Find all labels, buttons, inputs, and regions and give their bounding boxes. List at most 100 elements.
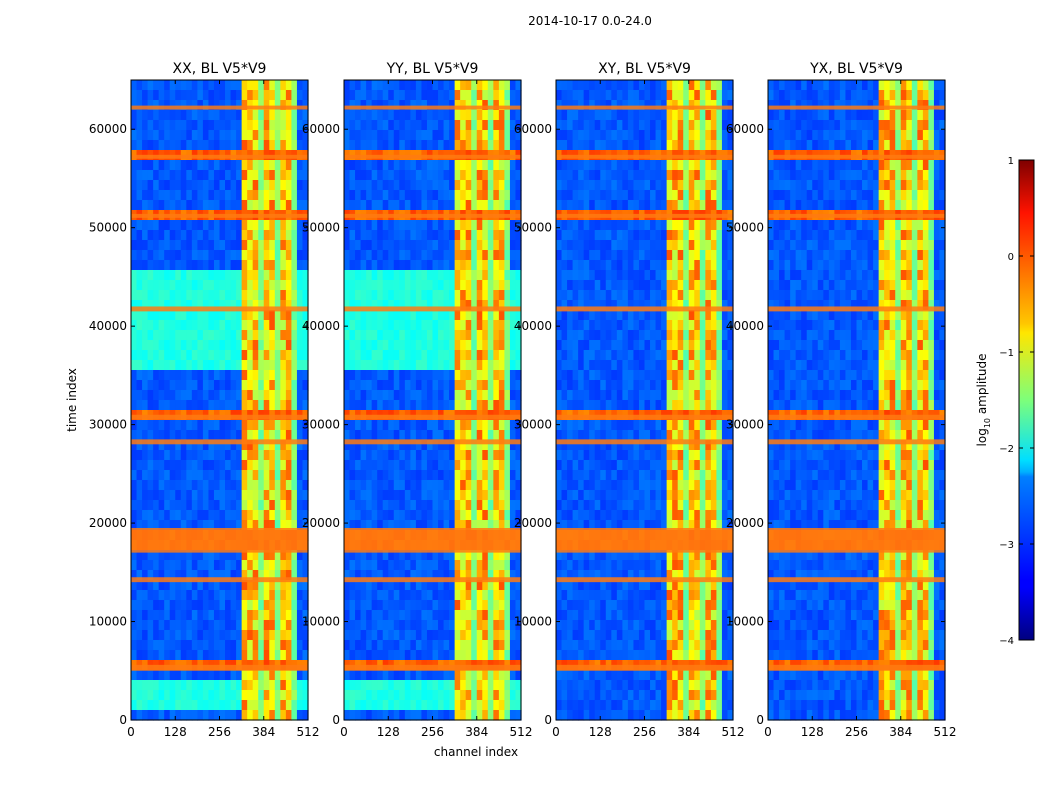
- heatmap-cell: [556, 90, 563, 101]
- heatmap-cell: [247, 490, 254, 501]
- heatmap-cell: [197, 560, 204, 571]
- heatmap-cell: [296, 90, 304, 101]
- heatmap-cell: [236, 700, 243, 711]
- heatmap-cell: [230, 80, 237, 91]
- heatmap-cell: [296, 650, 304, 661]
- heatmap-cell: [186, 180, 193, 191]
- heatmap-cell: [449, 80, 456, 91]
- rfi-band: [344, 154, 521, 159]
- heatmap-cell: [605, 230, 612, 241]
- heatmap-cell: [136, 680, 143, 691]
- heatmap-cell: [180, 180, 187, 191]
- heatmap-cell: [509, 450, 517, 461]
- heatmap-cell: [694, 320, 701, 331]
- heatmap-cell: [415, 360, 423, 371]
- heatmap-cell: [449, 380, 456, 391]
- heatmap-cell: [175, 690, 182, 701]
- heatmap-cell: [280, 240, 287, 251]
- heatmap-cell: [296, 300, 304, 311]
- heatmap-cell: [515, 380, 522, 391]
- heatmap-cell: [465, 270, 472, 281]
- heatmap-cell: [247, 480, 254, 491]
- heatmap-cell: [202, 330, 210, 341]
- heatmap-cell: [302, 250, 309, 261]
- heatmap-cell: [404, 370, 411, 381]
- heatmap-cell: [158, 450, 165, 461]
- heatmap-cell: [197, 310, 204, 321]
- heatmap-cell: [504, 450, 511, 461]
- heatmap-cell: [515, 250, 522, 261]
- heatmap-cell: [377, 470, 384, 481]
- heatmap-cell: [465, 640, 472, 651]
- heatmap-cell: [727, 230, 734, 241]
- heatmap-cell: [169, 320, 176, 331]
- heatmap-cell: [426, 430, 434, 441]
- heatmap-cell: [399, 470, 406, 481]
- heatmap-cell: [241, 380, 248, 391]
- heatmap-cell: [153, 110, 160, 121]
- heatmap-cell: [302, 690, 309, 701]
- heatmap-cell: [296, 320, 304, 331]
- heatmap-cell: [600, 270, 607, 281]
- heatmap-cell: [186, 420, 193, 431]
- heatmap-cell: [202, 90, 210, 101]
- heatmap-cell: [136, 620, 143, 631]
- heatmap-cell: [247, 320, 254, 331]
- heatmap-cell: [438, 390, 445, 401]
- heatmap-cell: [274, 710, 281, 721]
- heatmap-cell: [421, 170, 428, 181]
- heatmap-cell: [377, 320, 384, 331]
- heatmap-cell: [471, 500, 478, 511]
- heatmap-cell: [213, 400, 221, 411]
- heatmap-cell: [638, 220, 646, 231]
- heatmap-cell: [716, 100, 723, 111]
- heatmap-cell: [482, 450, 489, 461]
- heatmap-cell: [605, 160, 612, 171]
- heatmap-cell: [241, 550, 248, 561]
- heatmap-cell: [476, 590, 483, 601]
- heatmap-cell: [432, 580, 439, 591]
- heatmap-cell: [164, 100, 171, 111]
- heatmap-cell: [225, 250, 232, 261]
- heatmap-cell: [482, 690, 489, 701]
- heatmap-cell: [263, 390, 270, 401]
- heatmap-cell: [164, 270, 171, 281]
- heatmap-cell: [180, 560, 187, 571]
- heatmap-cell: [727, 90, 734, 101]
- heatmap-cell: [710, 170, 718, 181]
- heatmap-cell: [638, 280, 646, 291]
- heatmap-cell: [258, 680, 265, 691]
- heatmap-cell: [197, 430, 204, 441]
- heatmap-cell: [344, 700, 351, 711]
- heatmap-cell: [186, 190, 193, 201]
- heatmap-cell: [438, 140, 445, 151]
- heatmap-cell: [644, 260, 651, 271]
- heatmap-cell: [471, 280, 478, 291]
- heatmap-cell: [572, 200, 579, 211]
- heatmap-cell: [683, 100, 690, 111]
- heatmap-cell: [269, 600, 276, 611]
- heatmap-cell: [285, 450, 293, 461]
- heatmap-cell: [186, 450, 193, 461]
- heatmap-cell: [438, 190, 445, 201]
- heatmap-cell: [175, 550, 182, 561]
- heatmap-cell: [710, 260, 718, 271]
- heatmap-cell: [611, 100, 618, 111]
- heatmap-cell: [371, 230, 378, 241]
- heatmap-cell: [627, 270, 635, 281]
- heatmap-cell: [208, 120, 215, 131]
- heatmap-cell: [454, 480, 461, 491]
- heatmap-cell: [169, 700, 176, 711]
- heatmap-cell: [349, 170, 356, 181]
- heatmap-cell: [421, 290, 428, 301]
- heatmap-cell: [644, 250, 651, 261]
- heatmap-cell: [186, 580, 193, 591]
- heatmap-cell: [487, 580, 494, 591]
- heatmap-cell: [699, 220, 706, 231]
- heatmap-cell: [169, 390, 176, 401]
- heatmap-cell: [415, 390, 423, 401]
- heatmap-cell: [302, 260, 309, 271]
- heatmap-cell: [252, 690, 259, 701]
- heatmap-cell: [371, 610, 378, 621]
- heatmap-cell: [498, 120, 506, 131]
